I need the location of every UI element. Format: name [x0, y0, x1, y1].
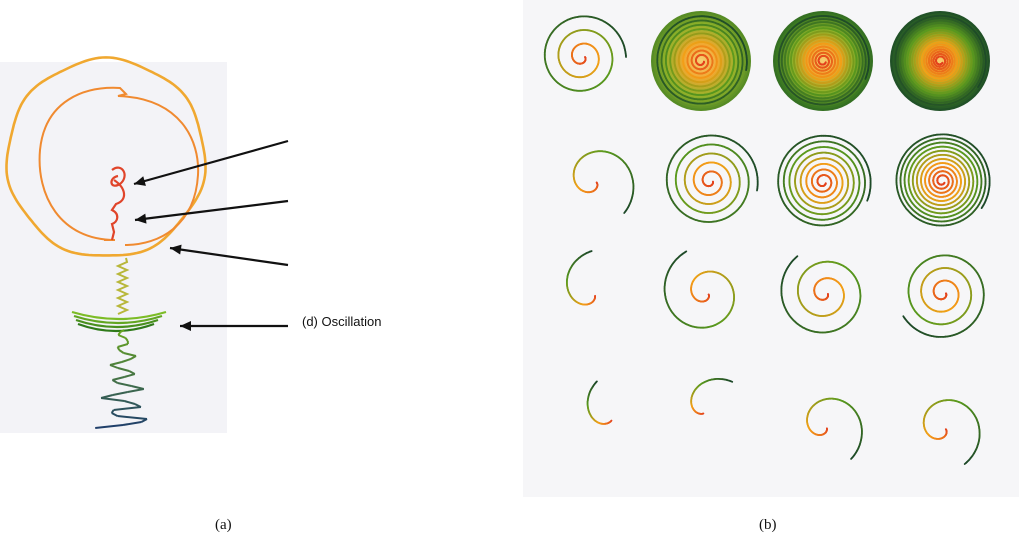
- panel-b: (b): [523, 0, 1019, 549]
- panel-b-figure: [523, 0, 1019, 549]
- panel-a: (d) Oscillation (a): [0, 0, 500, 549]
- panel-a-caption: (a): [215, 517, 232, 534]
- panel-a-background: [0, 62, 227, 433]
- panel-b-caption: (b): [759, 517, 777, 534]
- spiral-cell-r1-c2: [651, 11, 751, 111]
- panel-a-figure: [0, 0, 500, 549]
- spiral-cell-r1-c3: [773, 11, 873, 111]
- spiral-cell-r1-c4: [890, 11, 990, 111]
- oscillation-segment: [118, 347, 120, 350]
- annotation-label-4: (d) Oscillation: [302, 314, 381, 329]
